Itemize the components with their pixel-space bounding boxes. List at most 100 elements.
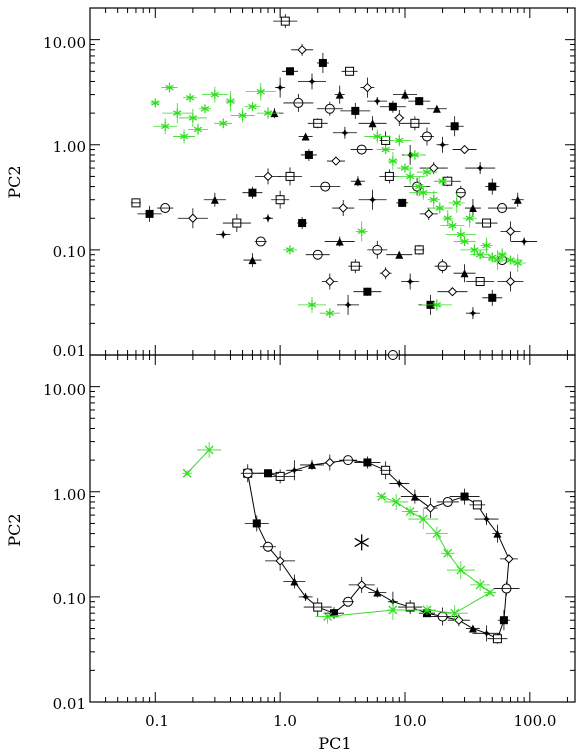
x-axis-title: PC1 bbox=[318, 734, 351, 753]
data-point bbox=[460, 492, 469, 501]
top-ytick-label-0.1: 0.10 bbox=[53, 243, 86, 261]
data-point bbox=[476, 164, 485, 173]
xtick-label-10: 10.0 bbox=[393, 712, 426, 730]
data-point bbox=[405, 506, 415, 516]
data-point bbox=[301, 132, 310, 141]
data-point bbox=[238, 112, 247, 119]
top-y-axis-title: PC2 bbox=[5, 165, 24, 198]
data-point bbox=[308, 77, 317, 86]
data-point bbox=[454, 615, 464, 625]
data-point bbox=[373, 97, 382, 106]
data-point bbox=[252, 519, 261, 528]
data-point bbox=[362, 82, 373, 93]
bottom-ytick-label-1: 1.00 bbox=[53, 486, 86, 504]
data-point bbox=[505, 276, 516, 287]
data-point bbox=[218, 120, 228, 127]
data-point bbox=[363, 287, 372, 296]
data-point bbox=[325, 457, 335, 468]
data-point bbox=[188, 115, 198, 121]
top-panel-frame bbox=[89, 7, 576, 356]
data-point bbox=[468, 204, 477, 213]
data-point bbox=[210, 91, 220, 98]
data-point bbox=[443, 548, 453, 558]
data-point bbox=[459, 144, 470, 155]
data-point bbox=[456, 231, 466, 238]
data-point bbox=[468, 309, 477, 318]
data-point bbox=[400, 165, 410, 171]
data-point bbox=[185, 94, 195, 101]
data-point bbox=[368, 195, 377, 204]
data-point bbox=[391, 497, 401, 507]
data-point bbox=[248, 103, 257, 110]
data-point bbox=[465, 215, 474, 222]
data-point bbox=[450, 122, 459, 131]
data-point bbox=[248, 188, 257, 197]
data-point bbox=[400, 90, 409, 99]
data-point bbox=[499, 616, 508, 625]
bottom-panel-frame bbox=[89, 354, 576, 703]
bottom-panel-plot bbox=[182, 441, 520, 644]
data-point bbox=[179, 133, 189, 140]
data-point bbox=[335, 90, 344, 99]
data-point bbox=[226, 98, 235, 104]
data-point bbox=[357, 228, 366, 235]
data-point bbox=[381, 146, 390, 153]
data-point bbox=[304, 150, 313, 159]
data-point bbox=[424, 209, 434, 219]
data-point bbox=[297, 45, 307, 55]
data-point bbox=[410, 152, 420, 158]
data-point bbox=[219, 230, 228, 239]
data-point bbox=[506, 257, 515, 263]
data-point bbox=[301, 592, 310, 601]
data-point bbox=[429, 196, 438, 203]
data-point bbox=[204, 445, 214, 455]
bottom-ytick-label-0.01: 0.01 bbox=[53, 695, 86, 713]
data-point bbox=[435, 205, 445, 211]
data-point bbox=[443, 215, 452, 222]
xtick-label-0.1: 0.1 bbox=[145, 712, 169, 730]
data-point bbox=[188, 213, 198, 223]
data-point bbox=[422, 169, 432, 175]
data-point bbox=[307, 302, 317, 308]
data-point bbox=[151, 100, 160, 106]
data-point bbox=[286, 67, 295, 76]
data-point bbox=[425, 503, 436, 513]
data-point bbox=[448, 222, 457, 229]
data-point bbox=[275, 556, 285, 566]
data-point bbox=[513, 260, 522, 266]
top-panel-plot bbox=[130, 14, 538, 360]
data-point bbox=[290, 466, 299, 475]
data-point bbox=[331, 156, 341, 166]
data-point bbox=[325, 276, 335, 287]
data-point bbox=[488, 182, 497, 191]
xtick-label-1: 1.0 bbox=[273, 712, 297, 730]
data-point bbox=[323, 612, 333, 622]
data-point bbox=[452, 200, 462, 206]
data-point bbox=[263, 171, 273, 182]
data-point bbox=[470, 247, 479, 253]
data-point bbox=[290, 577, 299, 586]
data-point bbox=[485, 588, 495, 597]
data-point bbox=[356, 580, 367, 590]
data-point bbox=[353, 177, 362, 186]
data-point bbox=[497, 251, 507, 258]
data-point bbox=[285, 247, 295, 253]
data-point bbox=[193, 126, 203, 133]
data-point bbox=[450, 608, 460, 618]
data-point bbox=[482, 515, 491, 524]
data-point bbox=[380, 268, 391, 278]
data-point bbox=[248, 256, 257, 265]
data-point bbox=[488, 293, 497, 302]
top-ytick-label-10: 10.00 bbox=[43, 34, 86, 52]
data-point bbox=[520, 237, 529, 246]
data-point bbox=[182, 468, 192, 478]
data-point bbox=[173, 110, 182, 116]
data-point bbox=[256, 88, 266, 95]
data-point bbox=[438, 140, 447, 149]
data-point bbox=[263, 110, 273, 116]
data-point bbox=[432, 104, 441, 113]
data-point bbox=[145, 209, 154, 218]
data-point bbox=[405, 173, 415, 180]
data-point bbox=[429, 163, 439, 173]
bottom-ytick-label-10: 10.00 bbox=[43, 381, 86, 399]
